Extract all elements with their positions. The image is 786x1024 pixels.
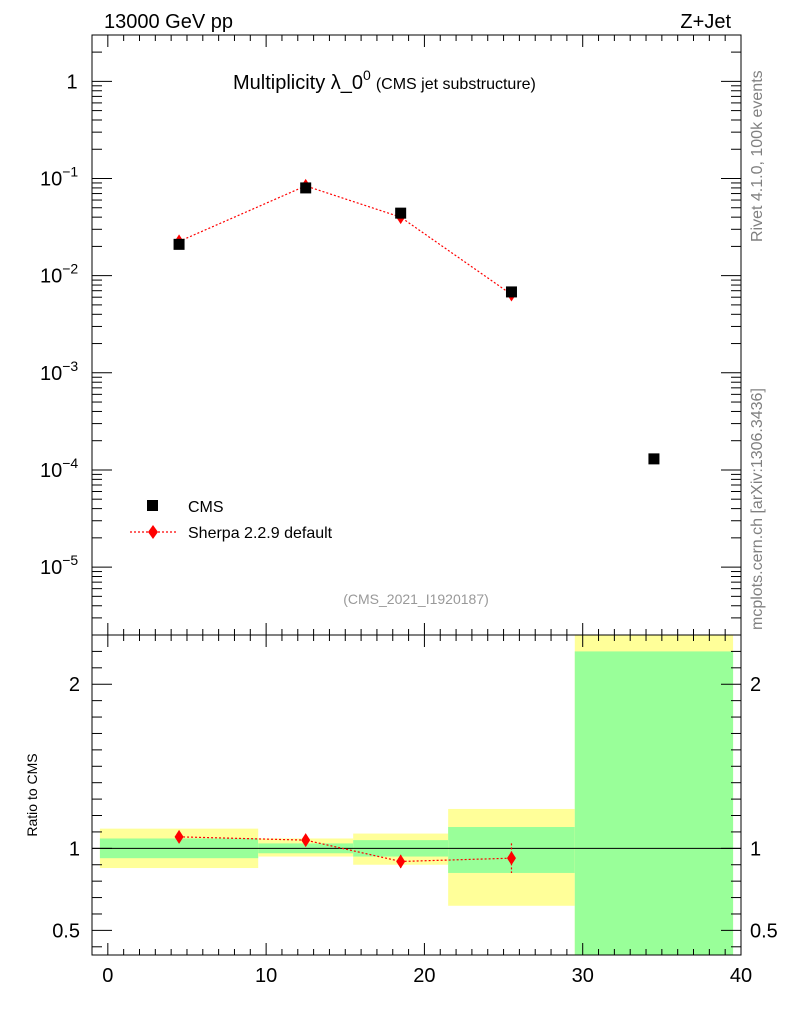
ratio-y-axis-label: Ratio to CMS: [24, 753, 40, 836]
x-tick-label-3: 30: [572, 965, 594, 987]
legend-cms-marker: [147, 500, 158, 511]
chart-title-sub: (CMS jet substructure): [376, 76, 536, 93]
main-mc-line: [178, 185, 512, 295]
legend-sherpa-label: Sherpa 2.2.9 default: [188, 525, 333, 542]
ratio-mc-point-2: [396, 854, 406, 869]
ratio-panel-frame: [91, 634, 742, 956]
main-y-tick-label-3: 10−3: [40, 358, 78, 385]
chart-title-sup: 0: [363, 67, 371, 83]
ratio-mc-point-0: [174, 829, 184, 844]
ratio-y-tick-label-left-2: 2: [69, 674, 80, 696]
x-tick-label-0: 0: [102, 965, 113, 987]
ratio-mc-point-3: [506, 851, 516, 866]
main-mc-series: [174, 178, 516, 302]
ratio-y-tick-label-right-1: 1: [750, 838, 761, 860]
main-y-tick-label-1: 10−1: [40, 164, 78, 191]
ratio-bands: [99, 635, 734, 955]
ratio-y-tick-label-right-2: 2: [750, 674, 761, 696]
x-tick-label-2: 20: [413, 965, 435, 987]
main-data-point-3: [505, 286, 517, 298]
x-tick-label-4: 40: [730, 965, 752, 987]
main-data-point-1: [300, 182, 312, 194]
ratio-band-inner-3: [448, 827, 575, 873]
legend-cms-label: CMS: [188, 499, 224, 516]
main-data-point-4: [648, 453, 660, 465]
rivet-version-label: Rivet 4.1.0, 100k events: [749, 70, 766, 242]
ratio-y-tick-label-left-0: 0.5: [52, 920, 80, 942]
ratio-mc-points: [174, 829, 516, 873]
x-tick-label-1: 10: [255, 965, 277, 987]
main-data-series: [173, 182, 660, 465]
main-y-tick-label-4: 10−4: [40, 455, 78, 482]
main-y-tick-label-5: 10−5: [40, 552, 78, 579]
analysis-id-label: (CMS_2021_I1920187): [343, 591, 489, 607]
header-process-label: Z+Jet: [680, 11, 731, 33]
legend: CMS Sherpa 2.2.9 default: [130, 499, 333, 542]
main-y-tick-label-0: 1: [66, 71, 77, 93]
mcplots-label: mcplots.cern.ch [arXiv:1306.3436]: [749, 388, 766, 630]
main-panel-frame: [91, 34, 742, 636]
ratio-band-inner-4: [574, 651, 734, 955]
chart-title-main: Multiplicity λ_0: [233, 72, 363, 94]
chart-title: Multiplicity λ_00 (CMS jet substructure): [233, 67, 536, 94]
ratio-mc-point-1: [301, 833, 311, 848]
legend-sherpa-marker: [148, 525, 158, 539]
main-data-point-2: [395, 207, 407, 219]
ratio-y-tick-label-left-1: 1: [69, 838, 80, 860]
ratio-y-tick-label-right-0: 0.5: [750, 920, 778, 942]
main-data-point-0: [173, 238, 185, 250]
main-y-tick-label-2: 10−2: [40, 261, 78, 288]
header-energy-label: 13000 GeV pp: [104, 11, 233, 33]
axes: 0 10 20 30 40 1 10−1 10−2 10−3 10−4 10−5 0.5 0.5 1 1 2 2: [40, 34, 778, 987]
